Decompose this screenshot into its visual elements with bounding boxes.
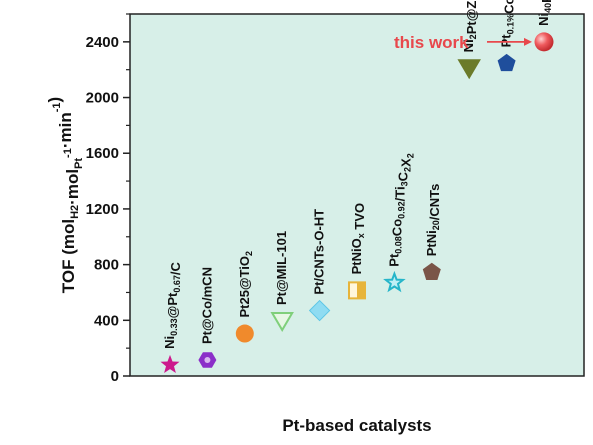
y-tick-label: 400	[94, 312, 119, 329]
data-point-label: Pt0.08Co0.92/Ti3C2X2	[386, 153, 415, 266]
data-point-label: PtNiOx TVO	[349, 203, 367, 274]
data-point	[534, 32, 554, 52]
data-point-label: Pt/CNTs-O-HT	[312, 209, 327, 295]
y-tick-label: 2400	[86, 34, 119, 51]
data-point	[270, 312, 294, 332]
plot-frame	[129, 13, 585, 377]
data-point-label: Ni0.33@Pt0.67/C	[162, 261, 183, 348]
y-tick-label: 2000	[86, 90, 119, 107]
y-tick-label: 0	[111, 368, 119, 385]
y-axis-title: TOF (molH2·molPt-1·min-1)	[45, 97, 85, 293]
annotation-text: this work	[394, 33, 469, 52]
data-point-label: Pt25@TiO2	[237, 251, 254, 318]
x-axis-title: Pt-based catalysts	[282, 416, 431, 435]
data-point-label: Ni2Pt@ZIF-8	[461, 0, 479, 52]
data-point-label: Pt0.1%Co3%/TiO2	[499, 0, 522, 47]
data-point-label: PtNi20/CNTs	[424, 184, 442, 257]
data-point	[160, 354, 180, 373]
y-tick-label: 800	[94, 257, 119, 274]
data-point-label: Pt@Co/mCN	[199, 267, 214, 344]
data-point	[383, 270, 406, 293]
annotation-arrow-head	[524, 37, 532, 46]
data-point	[457, 59, 481, 80]
y-tick-label: 1600	[86, 145, 119, 162]
data-point	[308, 299, 331, 322]
y-tick-label: 1200	[86, 201, 119, 218]
data-point	[235, 324, 254, 343]
data-point	[422, 262, 441, 280]
plot-area	[130, 14, 584, 376]
data-point-label: Pt@MIL-101	[274, 231, 289, 305]
data-point-half	[357, 282, 365, 299]
data-point	[497, 53, 516, 72]
data-point-center	[204, 356, 211, 363]
data-point-label: Ni40Pt60/P-TiO2	[536, 0, 559, 26]
